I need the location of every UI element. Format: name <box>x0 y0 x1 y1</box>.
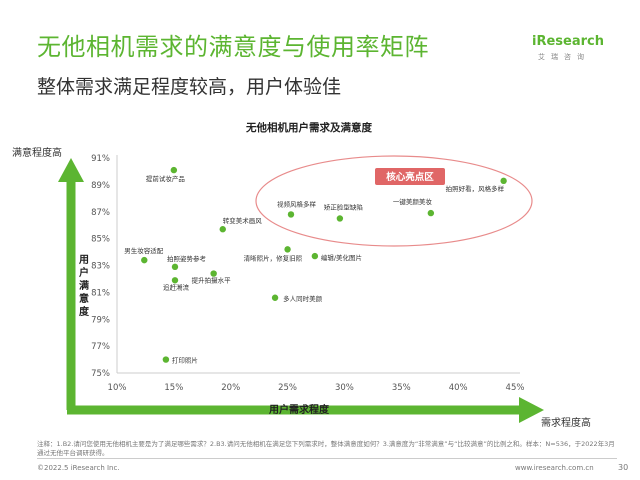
y-arrow-head <box>58 158 84 182</box>
data-label: 拍照好看，风格多样 <box>446 184 505 193</box>
data-point <box>336 215 344 222</box>
x-tick-label: 30% <box>335 383 354 393</box>
data-point <box>171 277 179 284</box>
data-label: 提前试妆产品 <box>146 174 185 183</box>
data-point <box>284 246 291 253</box>
data-point <box>141 256 148 264</box>
highlight-zone <box>255 155 533 247</box>
data-point <box>171 263 179 271</box>
y-arrow-label: 满意程度高 <box>12 146 62 159</box>
y-tick-labels: 75% 77% 79% 81% 83% 85% 87% 89% 91% <box>91 154 110 379</box>
chart-title: 无他相机用户需求及满意度 <box>245 121 372 134</box>
logo-text: iResearch <box>532 34 604 49</box>
footnote: 注释：1.B2.请问您使用无他相机主要是为了满足哪些需求？2.B3.请问无他相机… <box>37 440 615 457</box>
data-label: 转变美术画风 <box>223 216 262 225</box>
data-point <box>427 209 435 217</box>
data-point <box>287 211 295 218</box>
highlight-label-box <box>375 168 445 185</box>
data-label: 视频风格多样 <box>277 199 317 208</box>
website-link[interactable]: www.iresearch.com.cn <box>515 464 594 472</box>
x-tick-label: 40% <box>449 383 468 393</box>
data-label: 一键美颜美妆 <box>393 197 433 206</box>
y-axis-label-char: 度 <box>79 305 90 318</box>
data-point <box>311 252 319 260</box>
y-tick-label: 81% <box>91 288 110 298</box>
data-label: 矫正脸型缺陷 <box>324 202 363 211</box>
data-label: 打印照片 <box>172 356 198 365</box>
y-axis-label-char: 满 <box>79 279 89 292</box>
y-axis-label-char: 意 <box>79 292 89 305</box>
y-tick-label: 89% <box>91 181 110 191</box>
y-axis-label-char: 用 <box>78 254 89 266</box>
x-tick-label: 20% <box>221 383 240 393</box>
data-label: 拍照姿势参考 <box>167 254 207 263</box>
y-tick-label: 85% <box>91 235 110 245</box>
x-tick-label: 15% <box>164 383 183 393</box>
y-axis-label: 用户满意度 <box>78 254 90 318</box>
x-tick-label: 45% <box>506 383 525 393</box>
highlight-label: 核心亮点区 <box>386 171 434 183</box>
data-point <box>219 226 226 233</box>
y-tick-label: 87% <box>91 208 110 218</box>
data-label: 提升拍摄水平 <box>192 276 232 285</box>
y-axis-label-char: 户 <box>78 266 89 279</box>
page-title: 无他相机需求的满意度与使用率矩阵 <box>37 33 429 61</box>
scatter-chart: 无他相机用户需求及满意度 满意程度高 需求程度高 用户需求程度 用户满意度 核心… <box>12 121 591 429</box>
y-tick-label: 91% <box>91 154 110 164</box>
x-axis-label: 用户需求程度 <box>268 403 330 416</box>
x-tick-label: 25% <box>278 383 297 393</box>
y-tick-label: 75% <box>91 369 110 379</box>
data-label: 清晰照片，修复旧照 <box>244 253 303 262</box>
y-tick-label: 77% <box>91 342 110 352</box>
data-label: 追赶潮流 <box>163 282 190 291</box>
copyright: ©2022.5 iResearch Inc. <box>37 464 120 472</box>
page-number: 30 <box>618 463 629 472</box>
data-point <box>500 177 507 185</box>
data-point <box>170 166 178 174</box>
data-point <box>162 356 170 363</box>
data-label: 编辑/美化图片 <box>321 253 362 262</box>
x-tick-label: 35% <box>392 383 411 393</box>
data-point <box>210 270 217 277</box>
data-points <box>141 166 507 363</box>
y-tick-label: 79% <box>91 315 110 325</box>
page-subtitle: 整体需求满足程度较高，用户体验佳 <box>37 76 342 98</box>
x-tick-labels: 10% 15% 20% 25% 30% 35% 40% 45% <box>108 383 525 393</box>
data-label: 多人同时美颜 <box>283 294 323 303</box>
y-tick-label: 83% <box>91 262 110 272</box>
logo-cn-text: 艾瑞咨询 <box>538 53 590 61</box>
data-label: 男生妆容适配 <box>124 246 164 255</box>
data-point <box>271 294 279 301</box>
iresearch-logo: iResearch 艾瑞咨询 <box>532 34 614 78</box>
x-arrow-label: 需求程度高 <box>541 416 591 429</box>
footer-divider <box>37 458 617 459</box>
x-tick-label: 10% <box>108 383 127 393</box>
x-arrow-head <box>519 397 544 423</box>
